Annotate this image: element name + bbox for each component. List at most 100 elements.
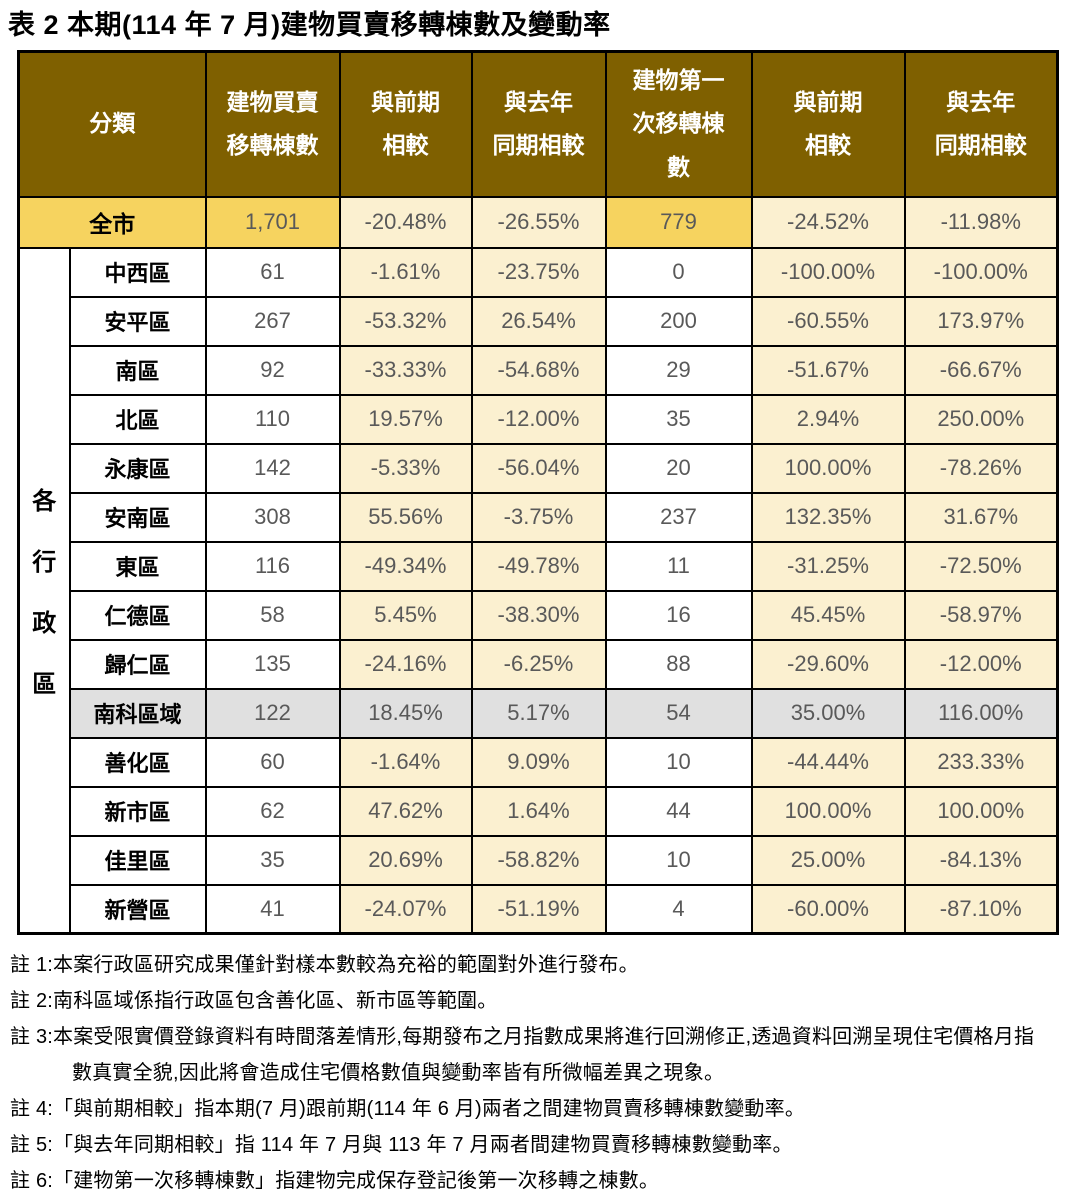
cell-value: 44	[604, 785, 753, 837]
cell-value: 20.69%	[338, 834, 473, 886]
header-sale-transfer-count: 建物買賣 移轉棟數	[204, 50, 341, 198]
cell-value: 10	[604, 736, 753, 788]
cell-value: -3.75%	[470, 491, 607, 543]
table-row: 新市區 62 47.62% 1.64% 44 100.00% 100.00%	[19, 785, 1059, 837]
cell-value: -26.55%	[470, 195, 607, 249]
district-name: 安平區	[68, 295, 207, 347]
table-header-row: 分類 建物買賣 移轉棟數 與前期 相較 與去年 同期相較 建物第一 次移轉棟 數…	[17, 50, 1059, 198]
district-name: 安南區	[68, 491, 207, 543]
cell-value: 100.00%	[903, 785, 1059, 837]
cell-value: 26.54%	[470, 295, 607, 347]
cell-value: 116	[204, 540, 341, 592]
cell-value: 135	[204, 638, 341, 690]
footnote-3: 註 3:本案受限實價登錄資料有時間落差情形,每期發布之月指數成果將進行回溯修正,…	[10, 1026, 1035, 1084]
cell-value: -33.33%	[338, 344, 473, 396]
cell-value: -100.00%	[903, 246, 1059, 298]
cell-value: -78.26%	[903, 442, 1059, 494]
cell-value: 200	[604, 295, 753, 347]
footnote-6: 註 6:「建物第一次移轉棟數」指建物完成保存登記後第一次移轉之棟數。	[10, 1170, 660, 1192]
cell-value: -23.75%	[470, 246, 607, 298]
cell-value: 54	[604, 687, 753, 739]
district-name: 永康區	[68, 442, 207, 494]
cell-value: -60.55%	[750, 295, 906, 347]
cell-value: 142	[204, 442, 341, 494]
cell-value: -100.00%	[750, 246, 906, 298]
cell-value: 100.00%	[750, 442, 906, 494]
cell-value: -6.25%	[470, 638, 607, 690]
district-name: 中西區	[68, 246, 207, 298]
cell-value: -31.25%	[750, 540, 906, 592]
cell-value: 29	[604, 344, 753, 396]
cell-value: -51.67%	[750, 344, 906, 396]
table-row: 南科區域 122 18.45% 5.17% 54 35.00% 116.00%	[19, 687, 1059, 739]
cell-value: 100.00%	[750, 785, 906, 837]
cell-value: -72.50%	[903, 540, 1059, 592]
footnote-5: 註 5:「與去年同期相較」指 114 年 7 月與 113 年 7 月兩者間建物…	[10, 1134, 793, 1156]
cell-value: -20.48%	[338, 195, 473, 249]
cell-value: -24.16%	[338, 638, 473, 690]
cell-value: 250.00%	[903, 393, 1059, 445]
table-row: 善化區 60 -1.64% 9.09% 10 -44.44% 233.33%	[19, 736, 1059, 788]
district-name: 東區	[68, 540, 207, 592]
cell-value: -58.97%	[903, 589, 1059, 641]
table-row: 各行政區中西區 61 -1.61% -23.75% 0 -100.00% -100.00%	[17, 246, 1059, 935]
citywide-row: 全市 1,701 -20.48% -26.55% 779 -24.52% -11…	[17, 195, 1059, 249]
cell-value: 308	[204, 491, 341, 543]
cell-value: -49.78%	[470, 540, 607, 592]
cell-value: -66.67%	[903, 344, 1059, 396]
header-first-transfer-count: 建物第一 次移轉棟 數	[604, 50, 753, 198]
table-row: 北區 110 19.57% -12.00% 35 2.94% 250.00%	[19, 393, 1059, 445]
district-name: 新市區	[68, 785, 207, 837]
table-body: 全市 1,701 -20.48% -26.55% 779 -24.52% -11…	[17, 195, 1059, 935]
cell-value: 1.64%	[470, 785, 607, 837]
cell-value: -51.19%	[470, 883, 607, 935]
table-row: 東區 116 -49.34% -49.78% 11 -31.25% -72.50%	[19, 540, 1059, 592]
cell-value: -38.30%	[470, 589, 607, 641]
cell-value: 35.00%	[750, 687, 906, 739]
cell-value: 173.97%	[903, 295, 1059, 347]
cell-value: -56.04%	[470, 442, 607, 494]
district-name: 歸仁區	[68, 638, 207, 690]
table-row: 歸仁區 135 -24.16% -6.25% 88 -29.60% -12.00%	[19, 638, 1059, 690]
cell-value: -1.64%	[338, 736, 473, 788]
cell-value: 122	[204, 687, 341, 739]
cell-value: -49.34%	[338, 540, 473, 592]
cell-value: 132.35%	[750, 491, 906, 543]
cell-value: 31.67%	[903, 491, 1059, 543]
cell-value: 267	[204, 295, 341, 347]
cell-value: -24.07%	[338, 883, 473, 935]
cell-value: -24.52%	[750, 195, 906, 249]
cell-value: -29.60%	[750, 638, 906, 690]
cell-value: -5.33%	[338, 442, 473, 494]
cell-value: 1,701	[204, 195, 341, 249]
cell-value: 20	[604, 442, 753, 494]
cell-value: 2.94%	[750, 393, 906, 445]
district-name: 仁德區	[68, 589, 207, 641]
district-name: 北區	[68, 393, 207, 445]
footnotes: 註 1:本案行政區研究成果僅針對樣本數較為充裕的範圍對外進行發布。 註 2:南科…	[10, 947, 1044, 1199]
cell-value: 62	[204, 785, 341, 837]
cell-value: 110	[204, 393, 341, 445]
cell-value: 45.45%	[750, 589, 906, 641]
table-row: 南區 92 -33.33% -54.68% 29 -51.67% -66.67%	[19, 344, 1059, 396]
district-group-label: 各行政區	[17, 246, 71, 935]
district-name: 新營區	[68, 883, 207, 935]
cell-value: -11.98%	[903, 195, 1059, 249]
cell-value: -1.61%	[338, 246, 473, 298]
cell-value: -87.10%	[903, 883, 1059, 935]
page-title: 表 2 本期(114 年 7 月)建物買賣移轉棟數及變動率	[8, 10, 611, 40]
cell-value: 237	[604, 491, 753, 543]
cell-value: 61	[204, 246, 341, 298]
district-name: 南區	[68, 344, 207, 396]
cell-value: -54.68%	[470, 344, 607, 396]
cell-value: 47.62%	[338, 785, 473, 837]
cell-value: -60.00%	[750, 883, 906, 935]
footnote-2: 註 2:南科區域係指行政區包含善化區、新市區等範圍。	[10, 990, 498, 1012]
cell-value: 11	[604, 540, 753, 592]
cell-value: -53.32%	[338, 295, 473, 347]
cell-value: 18.45%	[338, 687, 473, 739]
table-row: 新營區 41 -24.07% -51.19% 4 -60.00% -87.10%	[19, 883, 1059, 935]
cell-value: 116.00%	[903, 687, 1059, 739]
header-first-vs-prev-period: 與前期 相較	[750, 50, 906, 198]
district-name: 南科區域	[68, 687, 207, 739]
